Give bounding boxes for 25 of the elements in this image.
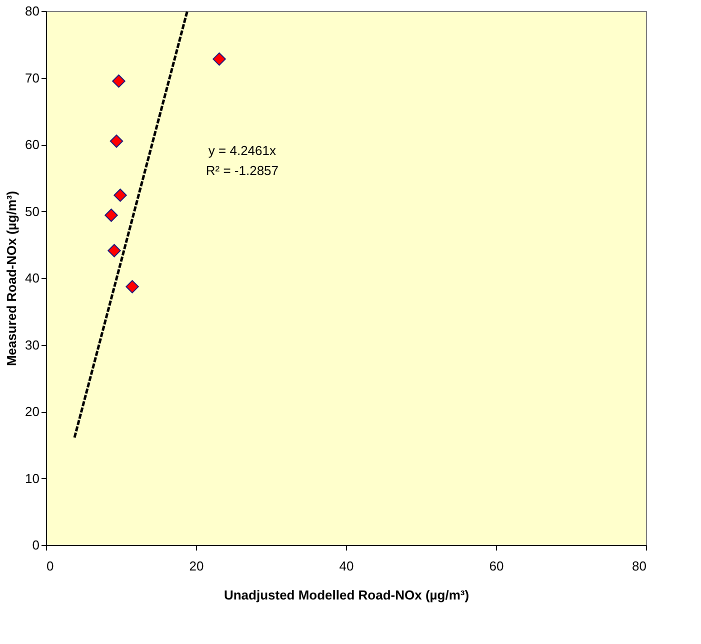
y-tick-label: 40	[25, 270, 40, 286]
x-axis-title: Unadjusted Modelled Road-NOx (µg/m³)	[224, 588, 470, 602]
y-axis-title: Measured Road-NOx (µg/m³)	[4, 190, 20, 366]
y-tick-label: 50	[25, 204, 40, 219]
point	[110, 134, 124, 148]
x-tick-label: 40	[339, 558, 354, 574]
point	[212, 52, 226, 66]
x-tick-label: 20	[189, 558, 204, 574]
y-tick-label: 80	[25, 4, 40, 18]
point	[108, 244, 121, 258]
y-tick-label: 30	[25, 337, 40, 352]
point	[104, 208, 118, 222]
annotation: R² = -1.2857	[206, 162, 279, 178]
y-tick-label: 0	[32, 538, 40, 552]
x-tick-label: 0	[46, 558, 54, 574]
point	[114, 188, 127, 202]
y-tick-label: 60	[25, 137, 40, 152]
point	[112, 74, 126, 88]
y-tick-label: 70	[25, 70, 40, 86]
y-tick-label: 20	[25, 404, 40, 419]
x-tick-label: 60	[489, 558, 504, 574]
x-tick-label: 80	[632, 558, 646, 574]
point	[126, 280, 139, 294]
y-tick-label: 10	[25, 470, 40, 486]
annotation: y = 4.2461x	[208, 142, 276, 158]
